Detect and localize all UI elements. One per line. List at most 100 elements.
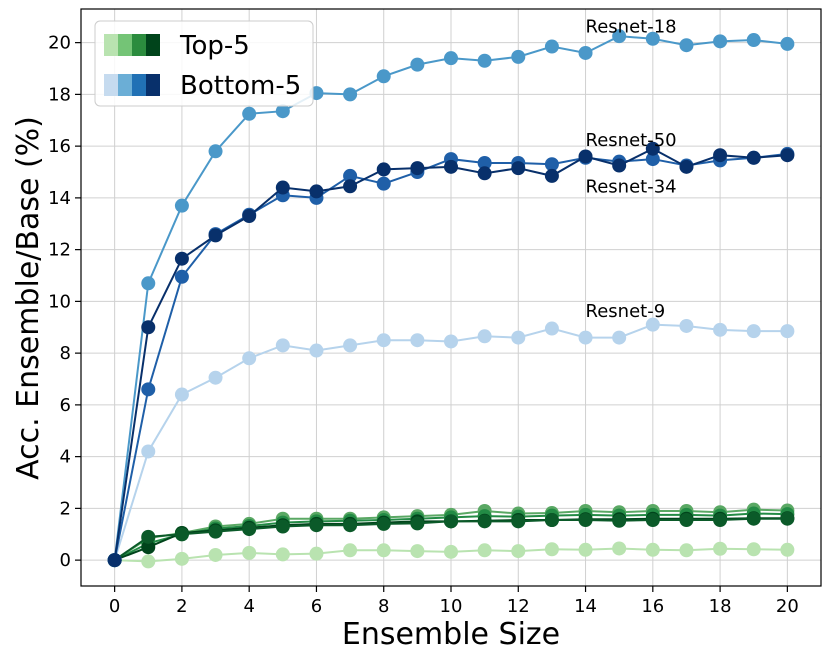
data-point	[410, 544, 425, 559]
annotation-resnet-50: Resnet-50	[586, 130, 677, 151]
data-point	[242, 208, 257, 223]
data-point	[645, 152, 660, 167]
data-point	[713, 34, 728, 49]
data-point	[477, 53, 492, 68]
data-point	[275, 104, 290, 119]
data-point	[343, 543, 358, 558]
x-tick-label: 4	[243, 596, 254, 617]
data-point	[275, 547, 290, 562]
data-point	[511, 330, 526, 345]
data-point	[141, 540, 156, 555]
series-resnet-34	[107, 141, 795, 568]
data-point	[578, 542, 593, 557]
x-tick-label: 10	[440, 596, 463, 617]
data-point	[410, 333, 425, 348]
data-point	[780, 324, 795, 339]
y-tick-label: 2	[60, 498, 71, 519]
data-point	[477, 543, 492, 558]
data-point	[242, 106, 257, 121]
data-point	[578, 330, 593, 345]
data-point	[679, 159, 694, 174]
data-point	[645, 542, 660, 557]
data-point	[780, 36, 795, 51]
data-point	[511, 49, 526, 64]
data-point	[578, 45, 593, 60]
data-point	[645, 317, 660, 332]
x-axis-title: Ensemble Size	[342, 617, 560, 652]
legend-swatch-color	[146, 74, 160, 96]
series-top-5-e	[107, 511, 795, 568]
data-point	[544, 513, 559, 528]
ticks: 0 2 4 6 8 10 12 14 16 18 20 0 2 4 6 8 10 12 14 16 18 20	[48, 33, 799, 617]
data-point	[612, 513, 627, 528]
y-tick-label: 16	[48, 136, 71, 157]
data-point	[208, 524, 223, 539]
y-tick-label: 12	[48, 240, 71, 261]
data-point	[746, 542, 761, 557]
data-point	[780, 542, 795, 557]
data-point	[679, 513, 694, 528]
data-point	[208, 370, 223, 385]
annotations: Resnet-18 Resnet-50 Resnet-34 Resnet-9	[586, 16, 677, 322]
data-point	[410, 161, 425, 176]
legend-swatch-color	[132, 74, 146, 96]
data-point	[477, 155, 492, 170]
data-point	[612, 330, 627, 345]
data-point	[275, 180, 290, 195]
data-point	[275, 338, 290, 353]
data-point	[208, 547, 223, 562]
data-point	[713, 541, 728, 556]
data-point	[444, 544, 458, 559]
legend-label-bottom-5: Bottom-5	[180, 71, 301, 101]
data-point	[511, 544, 526, 559]
data-point	[343, 168, 358, 183]
legend-swatch-color	[146, 34, 160, 56]
data-point	[141, 444, 156, 459]
data-point	[746, 150, 761, 165]
data-point	[477, 329, 492, 344]
data-point	[780, 511, 795, 526]
data-point	[275, 519, 290, 534]
data-point	[511, 514, 526, 529]
x-tick-label: 0	[109, 596, 120, 617]
data-point	[645, 31, 660, 46]
data-point	[780, 148, 795, 163]
y-tick-label: 10	[48, 291, 71, 312]
data-point	[544, 39, 559, 54]
data-point	[477, 166, 492, 181]
data-point	[444, 514, 458, 529]
data-point	[242, 522, 257, 537]
data-point	[174, 269, 189, 284]
data-point	[174, 387, 189, 402]
data-point	[746, 324, 761, 339]
data-point	[713, 148, 728, 163]
data-point	[679, 543, 694, 558]
data-point	[410, 57, 425, 72]
x-tick-label: 16	[641, 596, 664, 617]
legend-swatch-color	[118, 74, 132, 96]
data-point	[679, 38, 694, 53]
data-point	[612, 158, 627, 173]
data-point	[410, 516, 425, 531]
data-point	[477, 514, 492, 529]
y-tick-label: 6	[60, 395, 71, 416]
data-point	[376, 176, 391, 191]
data-point	[141, 554, 156, 569]
data-point	[746, 511, 761, 526]
data-point	[141, 320, 156, 335]
x-tick-label: 18	[709, 596, 732, 617]
series-resnet-9	[107, 317, 795, 568]
x-tick-label: 14	[574, 596, 597, 617]
data-point	[713, 322, 728, 337]
data-point	[343, 179, 358, 194]
annotation-resnet-9: Resnet-9	[586, 301, 666, 322]
data-point	[679, 318, 694, 333]
data-point	[309, 184, 324, 199]
y-tick-label: 20	[48, 33, 71, 54]
annotation-resnet-18: Resnet-18	[586, 16, 677, 37]
data-point	[141, 529, 156, 544]
y-axis-title: Acc. Ensemble/Base (%)	[11, 116, 46, 480]
x-tick-label: 2	[176, 596, 187, 617]
data-point	[444, 159, 458, 174]
data-point	[544, 321, 559, 336]
